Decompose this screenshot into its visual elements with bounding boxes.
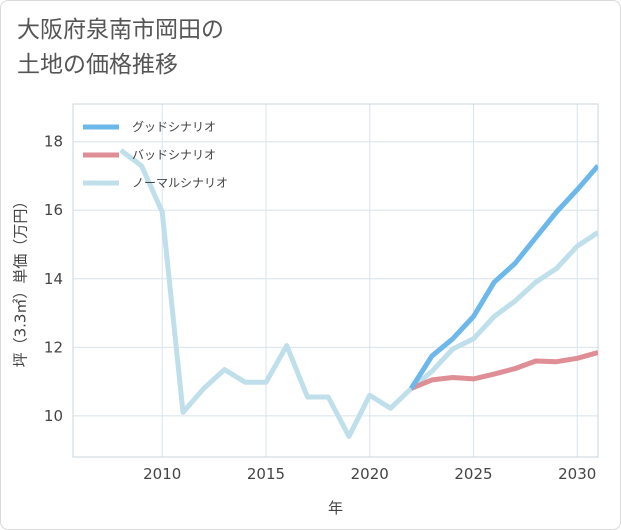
- y-axis-ticks: 10 12 14 16 18: [44, 133, 63, 425]
- series-line-2: [119, 148, 598, 439]
- plot-border: [72, 103, 599, 458]
- legend-label-0: グッドシナリオ: [132, 120, 216, 134]
- x-tick-label: 2020: [351, 465, 389, 483]
- series-line-1: [410, 350, 598, 391]
- series-lines: [119, 148, 598, 439]
- chart-title-line2: 土地の価格推移: [17, 52, 178, 78]
- y-tick-label: 12: [44, 338, 63, 356]
- chart-title: 大阪府泉南市岡田の 土地の価格推移: [17, 13, 224, 83]
- x-tick-label: 2015: [247, 465, 285, 483]
- series-line-0: [409, 164, 598, 390]
- y-axis-label: 坪（3.3㎡）単価（万円）: [12, 194, 30, 368]
- plot-frame: [72, 103, 599, 458]
- x-axis-ticks: 2010 2015 2020 2025 2030: [143, 465, 596, 483]
- y-tick-label: 16: [44, 201, 63, 219]
- grid-lines: [73, 104, 598, 457]
- x-tick-label: 2010: [143, 465, 181, 483]
- y-tick-label: 10: [44, 407, 63, 425]
- legend-label-2: ノーマルシナリオ: [132, 176, 228, 190]
- chart-title-line1: 大阪府泉南市岡田の: [17, 17, 224, 43]
- legend-label-1: バッドシナリオ: [132, 148, 216, 162]
- x-tick-label: 2030: [558, 465, 596, 483]
- y-tick-label: 18: [44, 133, 63, 151]
- x-axis-label: 年: [328, 499, 343, 517]
- y-tick-label: 14: [44, 270, 63, 288]
- x-tick-label: 2025: [454, 465, 492, 483]
